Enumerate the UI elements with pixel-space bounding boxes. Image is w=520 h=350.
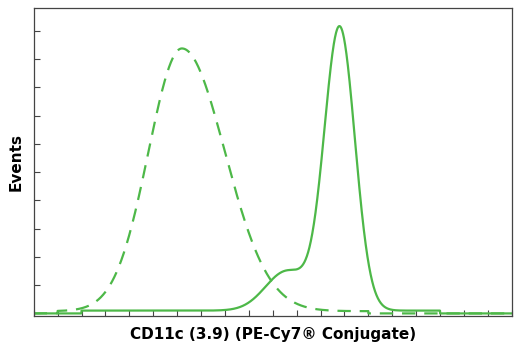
Y-axis label: Events: Events [8,133,23,191]
X-axis label: CD11c (3.9) (PE-Cy7® Conjugate): CD11c (3.9) (PE-Cy7® Conjugate) [129,327,416,342]
